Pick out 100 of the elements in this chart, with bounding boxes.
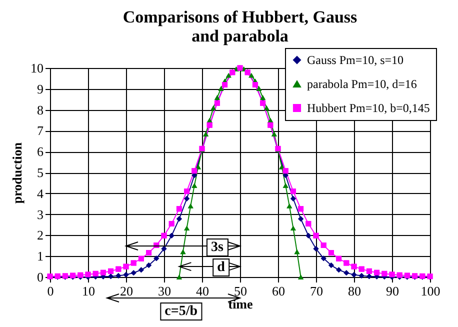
point [290,188,296,194]
x-tick-label: 40 [196,284,209,298]
y-tick-label: 4 [37,186,44,201]
point [176,274,182,280]
x-tick-label: 30 [158,284,171,298]
point [320,242,326,248]
point [313,246,319,252]
x-tick-label: 80 [348,284,361,298]
chart-title: Comparisons of Hubbert, Gauss and parabola [122,8,358,46]
point [248,72,254,78]
point [176,216,182,222]
legend-label: Gauss Pm=10, s=10 [307,53,404,67]
point [176,206,182,212]
point [100,270,106,276]
y-tick-label: 8 [37,102,44,118]
y-tick-label: 9 [37,81,44,96]
annotation: 3s [210,240,224,255]
point [214,95,220,100]
point [358,266,364,272]
point [203,132,209,136]
y-tick-label: 10 [30,60,44,76]
point [268,118,274,123]
point [180,249,186,254]
text: c=5/b [164,304,198,319]
point [138,256,144,262]
point [344,270,350,276]
point [366,268,372,274]
point [336,267,342,273]
point [210,106,216,110]
x-tick-label: 0 [47,284,54,298]
point [328,262,334,268]
point [161,246,167,252]
legend-label: parabola Pm=10, d=16 [307,77,417,91]
point [306,220,312,226]
y-tick-label: 2 [37,228,44,243]
y-tick-label: 0 [37,270,44,284]
annotation: d [217,260,226,275]
point [320,256,326,262]
point [298,216,304,222]
legend-label: Hubbert Pm=10, b=0,145 [307,101,430,115]
x-tick-label: 10 [82,284,95,298]
x-tick-label: 50 [234,284,247,298]
point [161,232,167,238]
y-axis-title: production [10,142,24,204]
point [168,232,174,238]
point [154,256,160,262]
point [313,232,319,238]
x-tick-label: 100 [420,284,440,298]
x-axis-title: time [228,296,253,312]
point [108,268,114,274]
point [123,272,129,278]
y-tick-label: 1 [37,248,44,264]
y-tick-label: 6 [37,144,44,160]
point [184,196,190,202]
point [282,168,288,174]
point [116,273,122,278]
x-tick-label: 90 [386,284,399,298]
point [184,188,190,194]
point [168,220,174,226]
point [358,273,364,278]
point [366,274,372,280]
y-tick-label: 5 [37,165,44,180]
point [123,264,129,270]
point [192,168,198,174]
point [116,266,122,272]
point [306,232,312,238]
point [294,249,300,254]
point [92,270,98,276]
point [130,260,136,266]
point [218,86,224,91]
point [146,250,152,256]
point [146,262,152,268]
point [192,183,198,188]
y-tick-label: 3 [37,206,44,222]
point [138,267,144,273]
point [271,132,277,136]
point [351,272,357,278]
point [298,274,304,280]
x-tick-label: 60 [272,284,285,298]
point [108,274,114,280]
point [298,206,304,212]
point [256,86,262,91]
x-tick-label: 70 [310,284,323,298]
point [374,270,380,276]
y-tick-label: 7 [37,123,44,138]
point [188,204,194,208]
point [344,260,350,266]
point [351,264,357,270]
x-tick-label: 20 [120,284,133,298]
point [184,226,190,230]
point [226,72,232,78]
point [206,118,212,123]
point [260,95,266,100]
point [264,106,270,110]
point [290,226,296,230]
point [130,270,136,276]
point [290,196,296,202]
point [328,250,334,256]
point [286,204,292,208]
point [382,270,388,276]
